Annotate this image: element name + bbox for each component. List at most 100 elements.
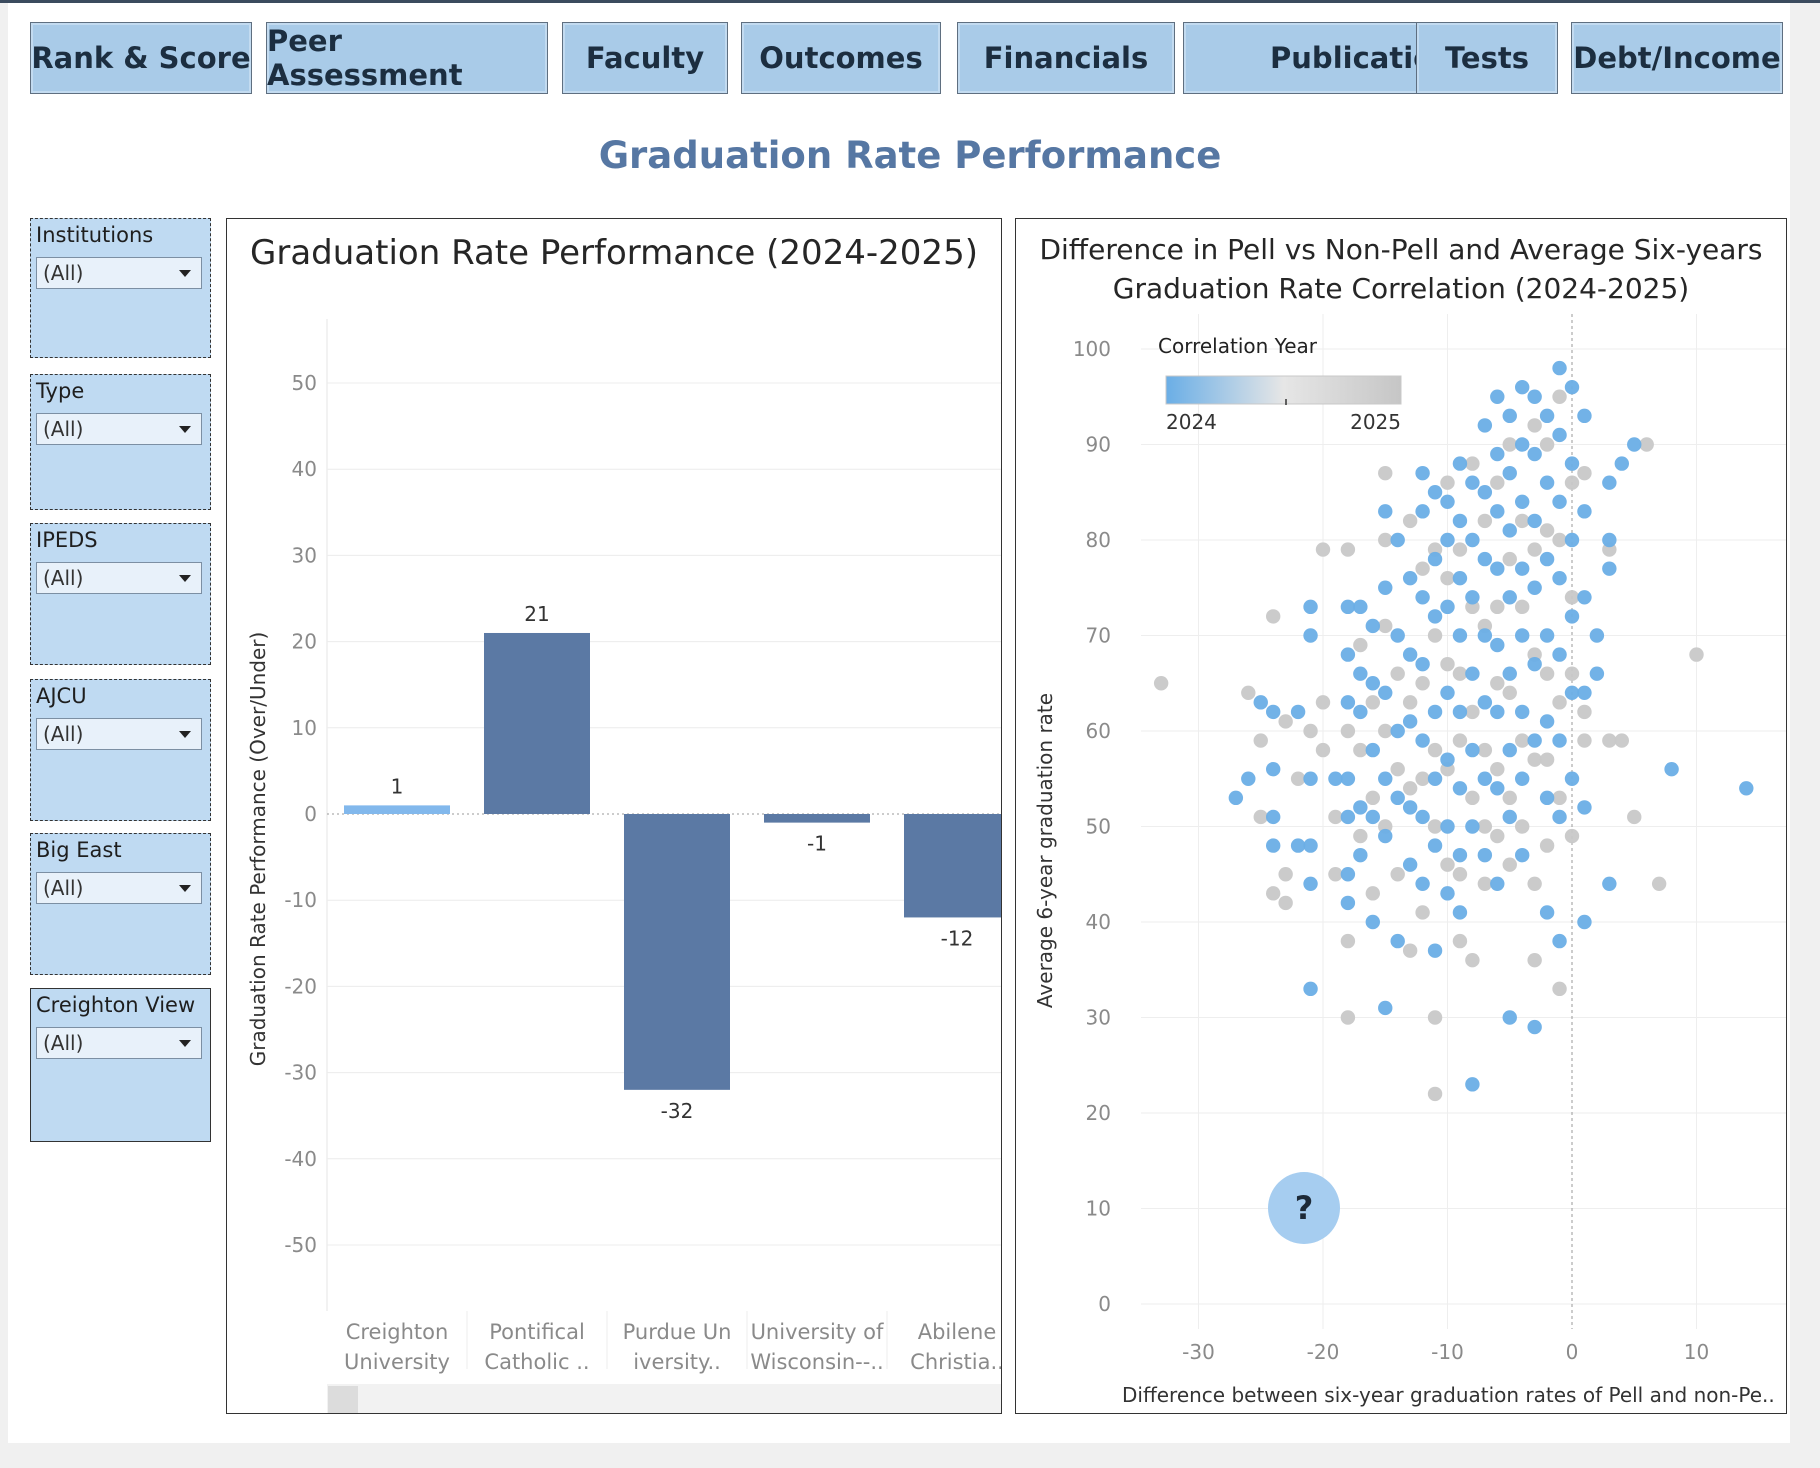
bar-x-tick-label: Purdue Un [623, 1320, 732, 1344]
scatter-point-2025 [1402, 513, 1418, 529]
scatter-point-2025 [1564, 590, 1580, 605]
scatter-y-tick-label: 50 [1086, 815, 1111, 839]
scatter-x-tick-label: 0 [1566, 1340, 1579, 1364]
scatter-point-2024 [1378, 580, 1393, 595]
scatter-point-2025 [1465, 953, 1480, 968]
scatter-point-2024 [1415, 656, 1430, 672]
scatter-point-2024 [1440, 599, 1455, 615]
scatter-point-2024 [1340, 599, 1356, 615]
filter-dropdown-ipeds[interactable]: (All) [36, 562, 202, 594]
scatter-point-2025 [1452, 666, 1468, 681]
scatter-point-2024 [1440, 752, 1455, 767]
help-button[interactable]: ? [1268, 1172, 1340, 1244]
scatter-point-2024 [1539, 790, 1555, 806]
scatter-point-2024 [1602, 561, 1617, 576]
bar-chart: 50 40 30 20 10 0 -10 -20 -30 -40 -50 Graduation Rat… [246, 319, 1001, 1413]
tab-financials[interactable]: Financials [957, 22, 1175, 94]
tab-tests[interactable]: Tests [1416, 22, 1558, 94]
scatter-point-2024 [1390, 532, 1405, 548]
scatter-point-2024 [1228, 790, 1244, 806]
scatter-point-2024 [1415, 809, 1430, 825]
scatter-point-2025 [1515, 599, 1530, 615]
scatter-y-tick-label: 80 [1086, 528, 1111, 552]
scatter-point-2024 [1515, 437, 1530, 452]
scatter-point-2024 [1527, 733, 1542, 748]
scatter-point-2024 [1440, 494, 1455, 509]
scatter-point-2024 [1564, 685, 1580, 700]
scatter-point-2024 [1627, 437, 1642, 452]
scatter-point-2025 [1266, 609, 1281, 624]
scatter-y-tick-label: 0 [1098, 1292, 1111, 1316]
scatter-point-2024 [1465, 1077, 1480, 1092]
bar [344, 805, 450, 814]
bar-x-tick-label: University of [751, 1320, 884, 1344]
tab-peer-assessment[interactable]: Peer Assessment [266, 22, 548, 94]
scatter-point-2024 [1465, 742, 1480, 758]
scatter-point-2025 [1552, 695, 1567, 710]
scatter-point-2024 [1490, 781, 1505, 796]
scatter-point-2025 [1564, 828, 1580, 844]
filter-dropdown-institutions[interactable]: (All) [36, 257, 202, 289]
bar-x-tick-label: Pontifical [489, 1320, 585, 1344]
filter-label: Type [36, 379, 85, 403]
scatter-point-2024 [1365, 742, 1380, 758]
scatter-point-2024 [1490, 561, 1505, 576]
scatter-point-2025 [1440, 475, 1455, 490]
scatter-point-2025 [1415, 676, 1430, 691]
tab-outcomes[interactable]: Outcomes [741, 22, 941, 94]
filter-type: Type (All) [30, 374, 211, 510]
bar-y-tick-label: -50 [284, 1233, 317, 1257]
scatter-point-2024 [1502, 523, 1517, 538]
scatter-point-2024 [1440, 685, 1455, 700]
scatter-point-2025 [1452, 542, 1468, 557]
scatter-point-2024 [1452, 847, 1468, 863]
scatter-point-2025 [1502, 551, 1517, 567]
filter-dropdown-big-east[interactable]: (All) [36, 872, 202, 904]
tab-debt-income[interactable]: Debt/Income [1571, 22, 1783, 94]
scatter-point-2025 [1477, 876, 1493, 891]
scatter-point-2024 [1539, 714, 1555, 729]
bar-chart-title: Graduation Rate Performance (2024-2025) [250, 233, 978, 273]
scatter-y-tick-label: 60 [1086, 719, 1111, 743]
top-border [0, 0, 1820, 3]
scatter-point-2024 [1564, 380, 1580, 395]
bar-x-tick-label: Wisconsin--.. [750, 1350, 883, 1374]
scatter-y-tick-label: 30 [1086, 1006, 1111, 1030]
scatter-point-2024 [1415, 876, 1430, 891]
scatter-point-2024 [1415, 504, 1430, 519]
filter-dropdown-type[interactable]: (All) [36, 413, 202, 445]
scatter-point-2024 [1477, 771, 1493, 786]
scatter-point-2025 [1328, 867, 1343, 882]
scatter-point-2024 [1539, 475, 1555, 490]
scatter-point-2025 [1627, 809, 1642, 825]
tab-rank-score[interactable]: Rank & Score [30, 22, 252, 94]
scatter-point-2024 [1515, 494, 1530, 509]
scatter-y-tick-label: 90 [1086, 433, 1111, 457]
scatter-point-2025 [1340, 933, 1356, 949]
scatter-point-2025 [1266, 886, 1281, 901]
scatter-point-2024 [1477, 628, 1493, 643]
scatter-point-2025 [1614, 733, 1629, 748]
scatter-point-2024 [1427, 943, 1443, 958]
scatter-point-2025 [1564, 475, 1580, 490]
scatter-point-2024 [1502, 590, 1517, 605]
scatter-point-2024 [1564, 532, 1580, 548]
scatter-point-2024 [1602, 532, 1617, 548]
scatter-point-2024 [1266, 762, 1281, 777]
scatter-chart-title-line-2: Graduation Rate Correlation (2024-2025) [1112, 272, 1690, 305]
scatter-point-2024 [1539, 408, 1555, 424]
scatter-point-2024 [1515, 628, 1530, 643]
filter-dropdown-creighton-view[interactable]: (All) [36, 1027, 202, 1059]
scatter-point-2024 [1602, 475, 1617, 490]
filter-dropdown-ajcu[interactable]: (All) [36, 718, 202, 750]
legend-max-label: 2025 [1350, 410, 1401, 434]
scatter-y-tick-label: 10 [1086, 1197, 1111, 1221]
scatter-point-2025 [1502, 790, 1517, 806]
bar-y-tick-label: -10 [284, 888, 317, 912]
scatter-point-2024 [1515, 771, 1530, 786]
scatter-point-2025 [1427, 628, 1443, 643]
scatter-point-2025 [1465, 704, 1480, 720]
tab-faculty[interactable]: Faculty [562, 22, 728, 94]
scatter-point-2024 [1465, 475, 1480, 490]
scatter-point-2024 [1353, 666, 1368, 681]
